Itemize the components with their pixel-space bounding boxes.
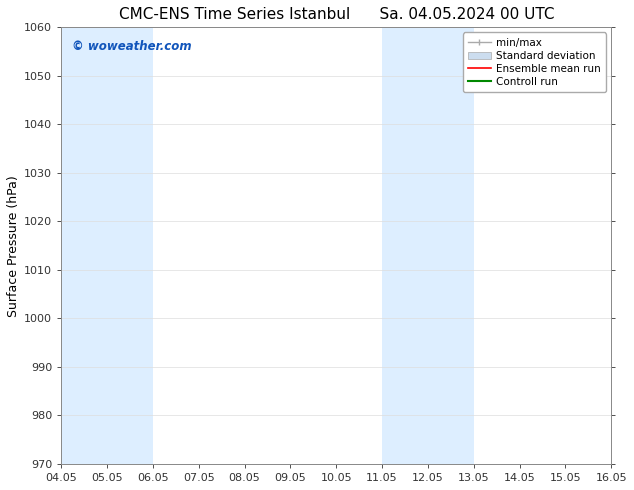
Bar	[382, 27, 428, 464]
Y-axis label: Surface Pressure (hPa): Surface Pressure (hPa)	[7, 175, 20, 317]
Bar	[61, 27, 107, 464]
Bar	[107, 27, 153, 464]
Bar	[428, 27, 474, 464]
Title: CMC-ENS Time Series Istanbul      Sa. 04.05.2024 00 UTC: CMC-ENS Time Series Istanbul Sa. 04.05.2…	[119, 7, 554, 22]
Text: © woweather.com: © woweather.com	[72, 40, 192, 53]
Legend: min/max, Standard deviation, Ensemble mean run, Controll run: min/max, Standard deviation, Ensemble me…	[463, 32, 606, 92]
